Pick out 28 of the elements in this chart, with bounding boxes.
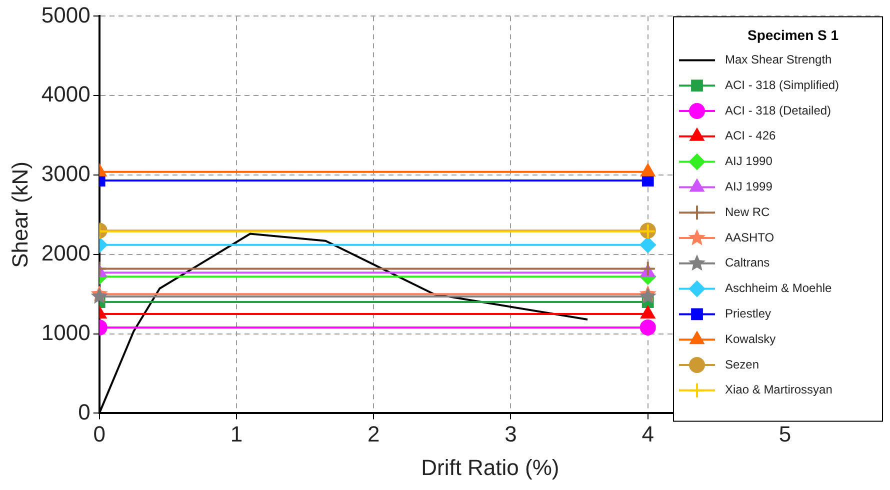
y-tick-label: 0 [78,399,90,424]
legend-label: ACI - 426 [725,128,776,143]
x-tick-label: 2 [367,421,380,446]
y-tick-label: 4000 [41,82,90,107]
y-axis-title: Shear (kN) [7,162,32,268]
y-tick-label: 2000 [41,240,90,266]
legend-label: New RC [725,204,770,219]
x-tick-label: 4 [642,421,654,446]
legend-label: Priestley [725,306,772,321]
legend-label: Aschheim & Moehle [725,281,832,296]
legend-label: AIJ 1999 [725,180,773,194]
legend-label: AIJ 1990 [725,154,773,168]
x-tick-label: 5 [778,421,792,446]
y-tick-label: 3000 [41,161,90,186]
legend-label: AASHTO [725,230,774,244]
x-axis-title: Drift Ratio (%) [421,454,560,480]
legend-title: Specimen S 1 [747,27,839,44]
x-tick-label: 1 [230,421,243,446]
legend-label: Sezen [725,357,760,372]
legend-label: Xiao & Martirossyan [725,382,832,397]
y-tick-label: 5000 [41,2,90,28]
legend-label: ACI - 318 (Simplified) [725,78,840,92]
legend-label: ACI - 318 (Detailed) [725,103,832,118]
legend-label: Kowalsky [725,332,776,346]
legend-label: Caltrans [725,256,770,270]
x-tick-label: 3 [504,421,517,446]
y-tick-label: 1000 [41,320,90,345]
legend-label: Max Shear Strength [725,52,832,67]
